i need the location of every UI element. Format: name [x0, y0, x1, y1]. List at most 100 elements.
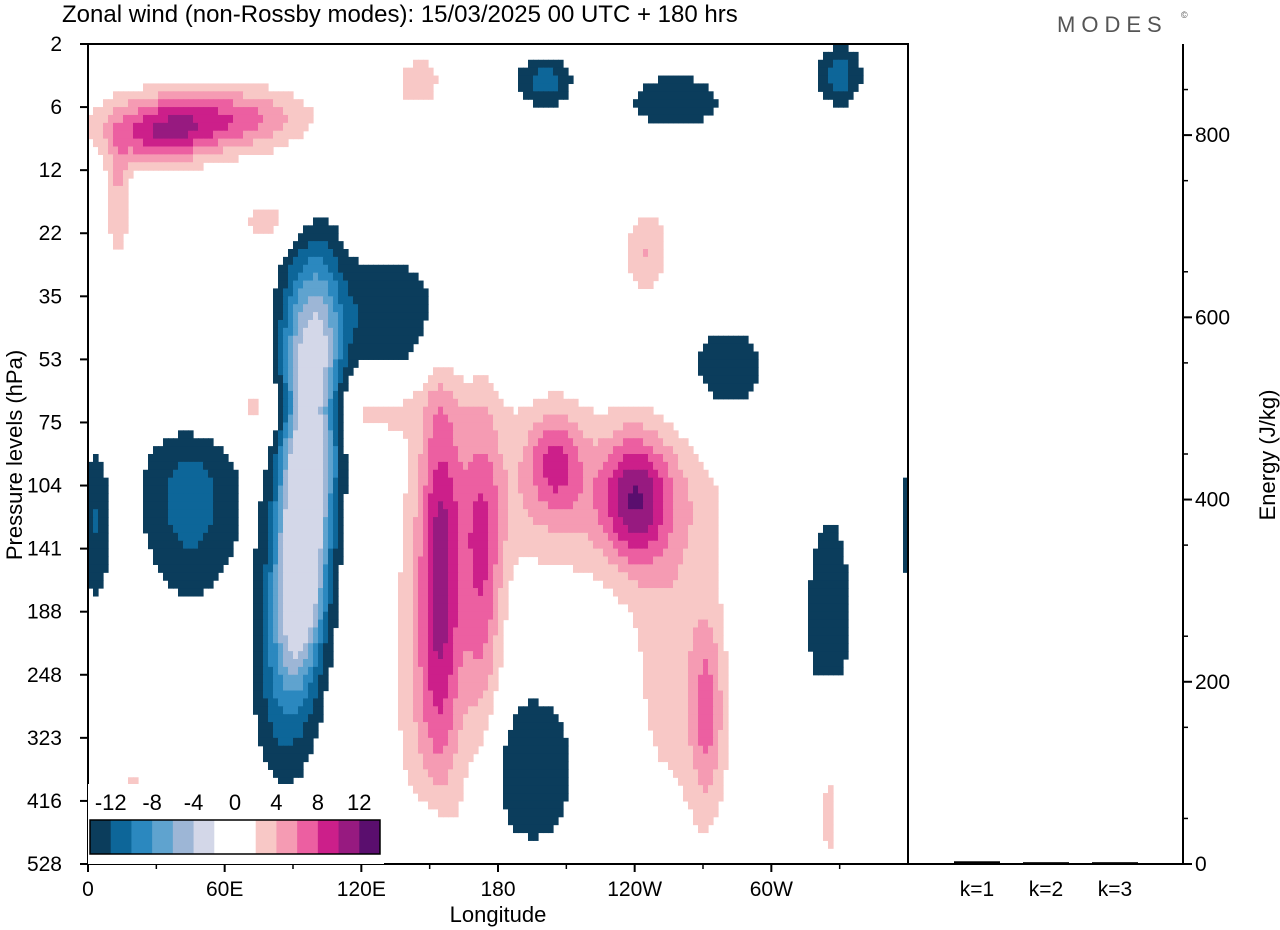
heatmap-cell [483, 383, 489, 392]
heatmap-cell [438, 548, 444, 558]
heatmap-cell [698, 517, 704, 526]
heatmap-cell [693, 485, 699, 495]
heatmap-cell [678, 627, 684, 636]
heatmap-cell [283, 422, 289, 431]
heatmap-cell [258, 643, 264, 652]
heatmap-cell [653, 509, 659, 518]
heatmap-cell [683, 729, 689, 739]
heatmap-cell [323, 595, 329, 605]
heatmap-cell [88, 130, 94, 140]
heatmap-cell [313, 398, 319, 408]
heatmap-cell [483, 572, 489, 581]
heatmap-cell [153, 540, 159, 550]
heatmap-cell [633, 446, 639, 455]
heatmap-cell [643, 509, 649, 518]
heatmap-cell [283, 603, 289, 613]
heatmap-cell [703, 737, 709, 747]
heatmap-cell [98, 477, 104, 487]
heatmap-cell [263, 745, 269, 755]
heatmap-cell [668, 619, 674, 629]
heatmap-cell [308, 461, 314, 471]
heatmap-cell [283, 367, 289, 376]
heatmap-cell [508, 446, 514, 455]
heatmap-cell [413, 59, 419, 69]
heatmap-cell [713, 627, 719, 636]
heatmap-cell [143, 91, 149, 100]
heatmap-cell [538, 793, 544, 802]
heatmap-cell [263, 524, 269, 534]
heatmap-cell [178, 107, 184, 116]
heatmap-cell [343, 335, 349, 345]
heatmap-cell [228, 532, 234, 542]
heatmap-cell [718, 643, 724, 652]
heatmap-cell [258, 122, 264, 132]
heatmap-cell [313, 422, 319, 431]
heatmap-cell [493, 548, 499, 558]
heatmap-cell [813, 572, 819, 581]
heatmap-cell [698, 769, 704, 778]
heatmap-cell [413, 753, 419, 763]
heatmap-cell [328, 643, 334, 652]
heatmap-cell [493, 469, 499, 479]
heatmap-cell [273, 588, 279, 597]
heatmap-cell [723, 359, 729, 368]
heatmap-cell [138, 146, 144, 155]
heatmap-cell [828, 595, 834, 605]
heatmap-cell [638, 264, 644, 274]
heatmap-cell [213, 517, 219, 526]
heatmap-cell [308, 438, 314, 447]
heatmap-cell [413, 777, 419, 786]
heatmap-cell [838, 619, 844, 629]
heatmap-cell [718, 619, 724, 629]
heatmap-cell [673, 454, 679, 463]
heatmap-cell [373, 296, 379, 305]
heatmap-cell [308, 288, 314, 297]
heatmap-cell [383, 414, 389, 424]
heatmap-cell [723, 745, 729, 755]
heatmap-cell [583, 509, 589, 518]
heatmap-cell [538, 761, 544, 770]
heatmap-cell [363, 406, 369, 416]
heatmap-cell [188, 114, 194, 124]
heatmap-cell [158, 122, 164, 132]
heatmap-cell [428, 383, 434, 392]
heatmap-cell [493, 438, 499, 447]
heatmap-cell [418, 753, 424, 763]
heatmap-cell [268, 107, 274, 116]
heatmap-cell [443, 729, 449, 739]
heatmap-cell [148, 469, 154, 479]
heatmap-cell [643, 225, 649, 234]
heatmap-cell [648, 422, 654, 431]
heatmap-cell [318, 256, 324, 266]
heatmap-cell [123, 185, 129, 195]
heatmap-cell [308, 319, 314, 329]
heatmap-cell [98, 572, 104, 581]
heatmap-cell [243, 146, 249, 155]
heatmap-cell [293, 454, 299, 463]
heatmap-cell [583, 517, 589, 526]
heatmap-cell [638, 249, 644, 258]
heatmap-cell [158, 130, 164, 140]
heatmap-cell [353, 256, 359, 266]
heatmap-cell [663, 659, 669, 668]
heatmap-cell [183, 477, 189, 487]
heatmap-cell [813, 556, 819, 565]
heatmap-cell [643, 99, 649, 108]
heatmap-cell [508, 422, 514, 431]
heatmap-cell [193, 580, 199, 589]
heatmap-cell [293, 430, 299, 439]
heatmap-cell [323, 225, 329, 234]
heatmap-cell [303, 666, 309, 676]
heatmap-cell [703, 635, 709, 644]
heatmap-cell [328, 485, 334, 495]
heatmap-cell [563, 406, 569, 416]
heatmap-cell [443, 588, 449, 597]
heatmap-cell [603, 517, 609, 526]
heatmap-cell [488, 635, 494, 644]
heatmap-cell [503, 785, 509, 794]
heatmap-cell [118, 170, 124, 179]
heatmap-cell [263, 556, 269, 565]
heatmap-cell [313, 249, 319, 258]
heatmap-cell [98, 501, 104, 510]
heatmap-cell [433, 682, 439, 692]
